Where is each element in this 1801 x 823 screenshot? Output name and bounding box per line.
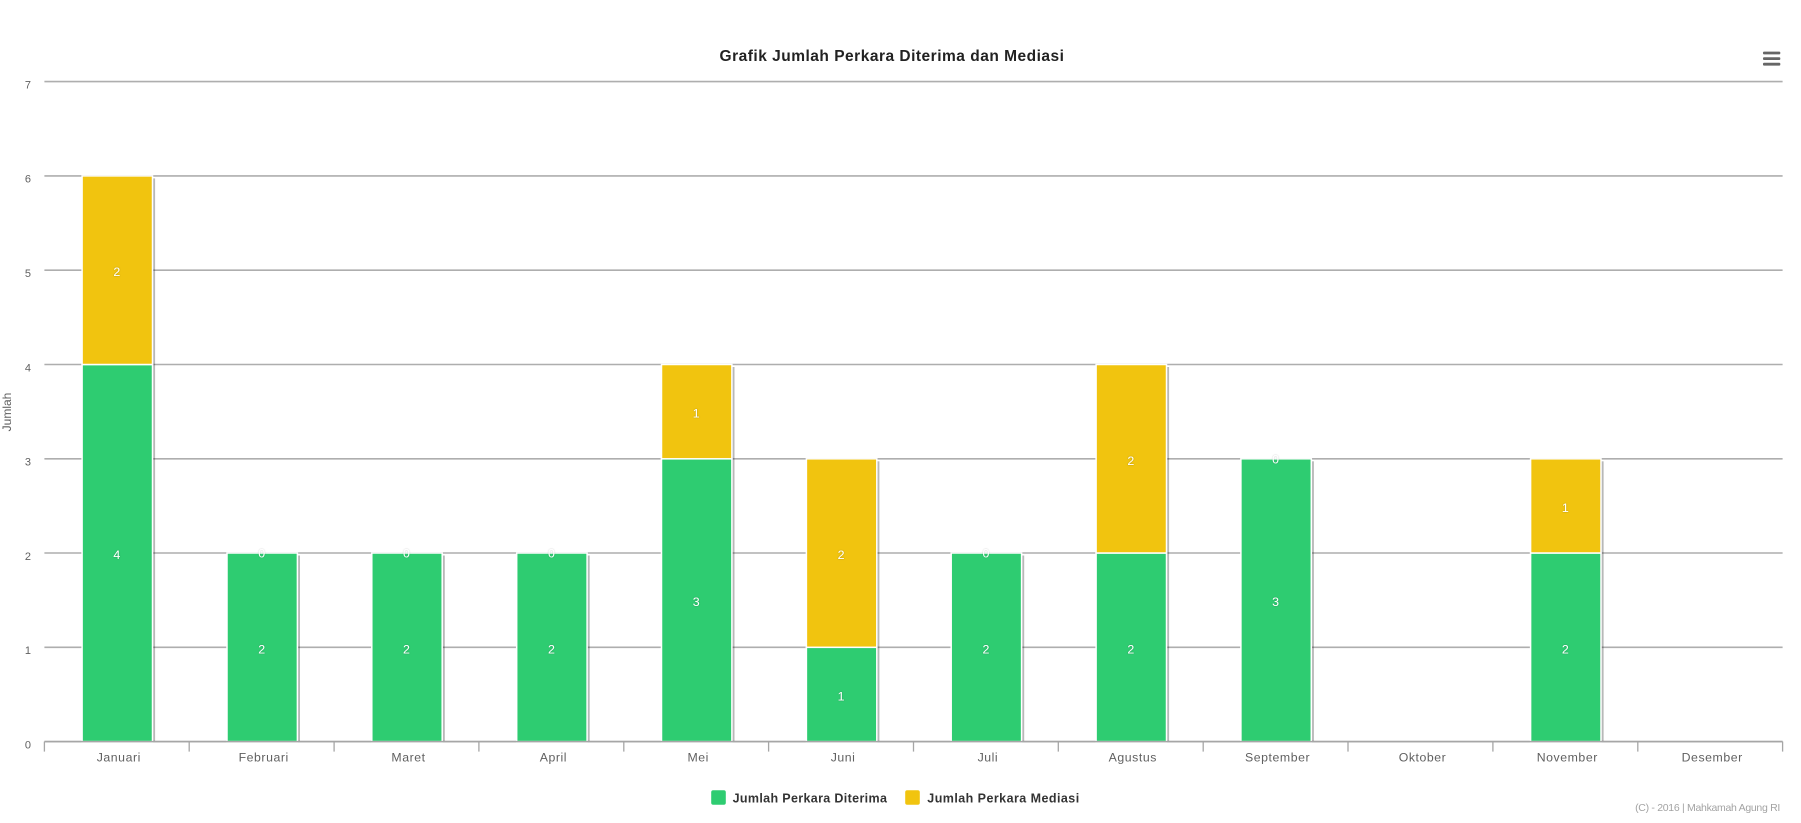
svg-text:1: 1 [838, 690, 845, 704]
svg-text:April: April [540, 751, 567, 765]
svg-text:6: 6 [25, 174, 31, 186]
svg-text:November: November [1537, 751, 1598, 765]
svg-text:September: September [1245, 751, 1310, 765]
svg-text:Jumlah Perkara Mediasi: Jumlah Perkara Mediasi [927, 791, 1079, 805]
svg-text:Agustus: Agustus [1109, 751, 1157, 765]
svg-text:2: 2 [25, 551, 31, 563]
svg-text:4: 4 [25, 362, 31, 374]
svg-text:1: 1 [1562, 501, 1569, 515]
svg-text:3: 3 [1272, 595, 1279, 609]
svg-text:3: 3 [25, 457, 31, 469]
svg-text:1: 1 [25, 645, 31, 657]
svg-text:5: 5 [25, 268, 31, 280]
svg-text:Mei: Mei [687, 751, 708, 765]
svg-text:Jumlah: Jumlah [0, 393, 14, 432]
svg-text:Oktober: Oktober [1399, 751, 1447, 765]
svg-text:0: 0 [1272, 452, 1279, 466]
svg-text:Juni: Juni [831, 751, 856, 765]
svg-text:1: 1 [693, 407, 700, 421]
svg-text:Juli: Juli [978, 751, 999, 765]
svg-text:0: 0 [25, 739, 31, 751]
svg-text:2: 2 [258, 642, 265, 656]
svg-text:2: 2 [113, 265, 120, 279]
svg-text:0: 0 [982, 547, 989, 561]
svg-text:Grafik Jumlah Perkara Diterima: Grafik Jumlah Perkara Diterima dan Media… [720, 48, 1065, 65]
svg-text:7: 7 [25, 79, 31, 91]
svg-text:0: 0 [258, 547, 265, 561]
svg-text:Maret: Maret [391, 751, 425, 765]
svg-text:4: 4 [113, 548, 120, 562]
svg-text:Jumlah Perkara Diterima: Jumlah Perkara Diterima [733, 791, 888, 805]
svg-text:Desember: Desember [1682, 751, 1743, 765]
svg-text:2: 2 [1127, 642, 1134, 656]
svg-text:2: 2 [982, 642, 989, 656]
svg-text:2: 2 [1127, 454, 1134, 468]
svg-text:3: 3 [693, 595, 700, 609]
svg-text:Januari: Januari [97, 751, 141, 765]
svg-text:2: 2 [838, 548, 845, 562]
svg-text:2: 2 [1562, 642, 1569, 656]
svg-text:2: 2 [403, 642, 410, 656]
svg-text:0: 0 [548, 547, 555, 561]
svg-text:(C) - 2016 | Mahkamah Agung RI: (C) - 2016 | Mahkamah Agung RI [1635, 802, 1780, 814]
svg-text:Februari: Februari [239, 751, 289, 765]
svg-text:2: 2 [548, 642, 555, 656]
svg-text:0: 0 [403, 547, 410, 561]
